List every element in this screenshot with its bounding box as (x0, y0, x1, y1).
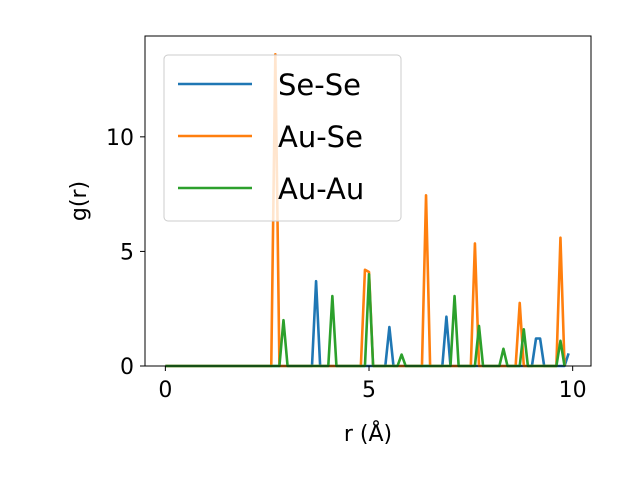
y-tick-label-0: 0 (120, 355, 134, 380)
legend-label-0: Se-Se (278, 68, 361, 102)
x-axis-label: r (Å) (344, 420, 392, 447)
series-line-0 (165, 279, 570, 368)
x-tick-label-1: 5 (362, 378, 376, 403)
y-tick-label-2: 10 (106, 126, 134, 151)
x-tick-label-2: 10 (559, 378, 587, 403)
series-line-2 (165, 273, 566, 368)
legend-label-2: Au-Au (278, 172, 364, 206)
x-tick-label-0: 0 (158, 378, 172, 403)
plot-frame (144, 35, 592, 367)
y-tick-label-1: 5 (120, 240, 134, 265)
legend-label-1: Au-Se (278, 120, 363, 154)
tick-layer: 0 5 10 0 5 10 (106, 126, 587, 403)
legend-frame (163, 54, 402, 222)
legend: Se-Se Au-Se Au-Au (163, 54, 402, 222)
y-axis-label: g(r) (67, 181, 92, 221)
